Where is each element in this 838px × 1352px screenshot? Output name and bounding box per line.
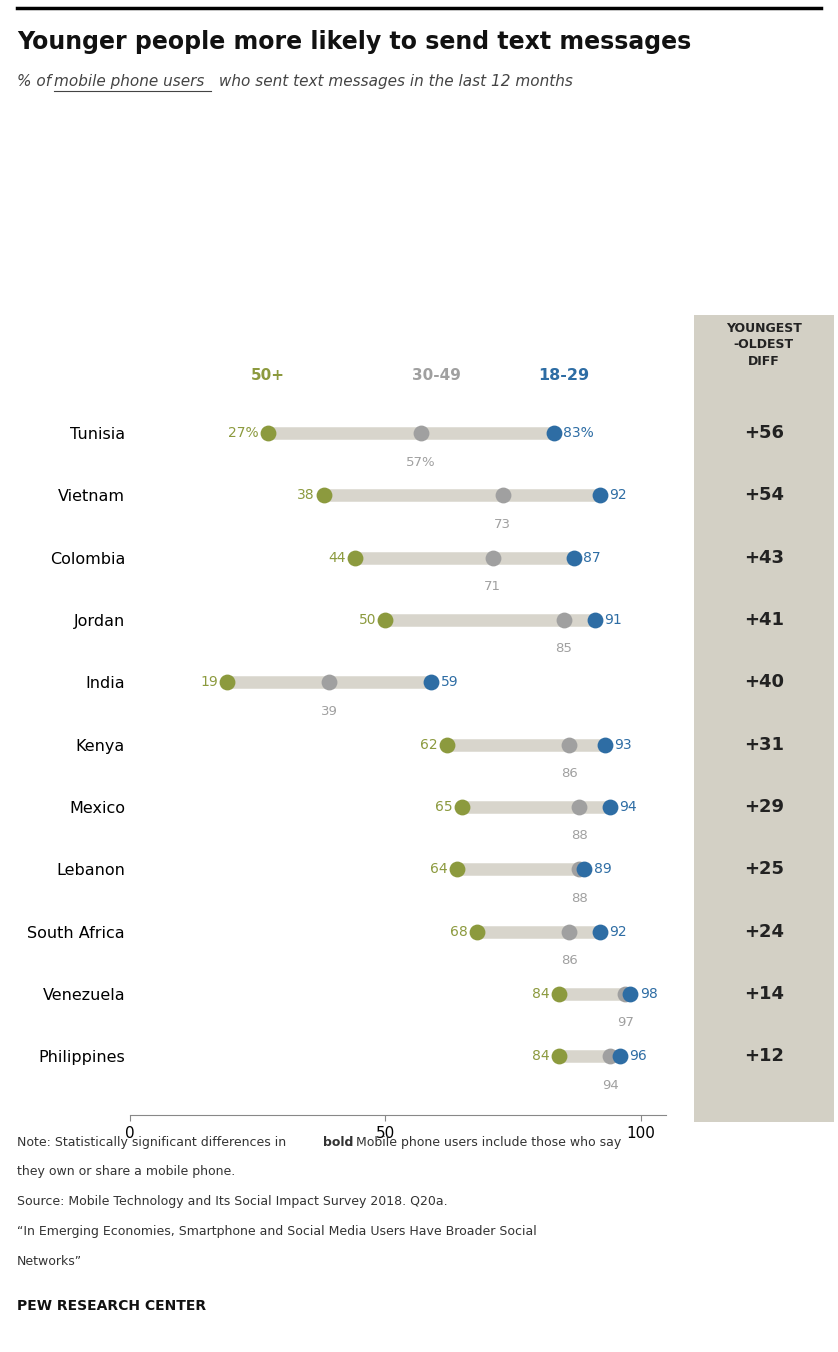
Text: 97: 97	[617, 1017, 634, 1029]
Text: . Mobile phone users include those who say: . Mobile phone users include those who s…	[348, 1136, 621, 1149]
Text: 94: 94	[602, 1079, 618, 1091]
Text: +14: +14	[744, 984, 784, 1003]
Text: 19: 19	[200, 676, 218, 690]
Text: 50+: 50+	[251, 368, 285, 383]
Text: +31: +31	[744, 735, 784, 753]
Text: 89: 89	[593, 863, 612, 876]
Point	[440, 734, 453, 756]
Text: they own or share a mobile phone.: they own or share a mobile phone.	[17, 1165, 235, 1179]
Point	[593, 921, 607, 942]
Text: +40: +40	[744, 673, 784, 691]
Text: 96: 96	[629, 1049, 647, 1063]
Text: PEW RESEARCH CENTER: PEW RESEARCH CENTER	[17, 1299, 206, 1313]
Point	[379, 610, 392, 631]
Text: 65: 65	[435, 800, 453, 814]
Text: 27%: 27%	[228, 426, 259, 441]
Text: 59: 59	[441, 676, 458, 690]
Text: 92: 92	[609, 488, 627, 503]
Text: 88: 88	[571, 829, 587, 842]
Point	[323, 672, 336, 694]
Text: 39: 39	[321, 704, 338, 718]
Point	[450, 859, 463, 880]
Point	[562, 921, 576, 942]
Text: 84: 84	[532, 1049, 550, 1063]
Point	[455, 796, 468, 818]
Text: +25: +25	[744, 860, 784, 879]
Point	[603, 1045, 617, 1067]
Point	[414, 422, 427, 443]
Point	[572, 859, 586, 880]
Point	[567, 548, 581, 569]
Text: 64: 64	[430, 863, 447, 876]
Text: “In Emerging Economies, Smartphone and Social Media Users Have Broader Social: “In Emerging Economies, Smartphone and S…	[17, 1225, 536, 1238]
Text: 62: 62	[420, 738, 437, 752]
Text: Note: Statistically significant differences in: Note: Statistically significant differen…	[17, 1136, 290, 1149]
Point	[425, 672, 438, 694]
Point	[557, 610, 571, 631]
Text: 92: 92	[609, 925, 627, 938]
Text: +24: +24	[744, 922, 784, 941]
Text: YOUNGEST
-OLDEST
DIFF: YOUNGEST -OLDEST DIFF	[726, 322, 802, 368]
Text: % of: % of	[17, 74, 56, 89]
Text: +29: +29	[744, 798, 784, 817]
Text: Networks”: Networks”	[17, 1255, 82, 1268]
Text: 18-29: 18-29	[539, 368, 590, 383]
Text: 94: 94	[619, 800, 637, 814]
Text: 91: 91	[604, 612, 622, 627]
Text: 30-49: 30-49	[412, 368, 461, 383]
Text: +54: +54	[744, 487, 784, 504]
Point	[562, 734, 576, 756]
Text: who sent text messages in the last 12 months: who sent text messages in the last 12 mo…	[214, 74, 572, 89]
Text: mobile phone users: mobile phone users	[54, 74, 204, 89]
Text: 38: 38	[297, 488, 315, 503]
Text: 50: 50	[359, 612, 376, 627]
Text: 44: 44	[328, 550, 345, 565]
Point	[588, 610, 602, 631]
Text: 93: 93	[614, 738, 632, 752]
Text: 57%: 57%	[406, 456, 436, 469]
Text: 83%: 83%	[563, 426, 594, 441]
Point	[572, 796, 586, 818]
Point	[220, 672, 234, 694]
Point	[496, 484, 510, 506]
Point	[613, 1045, 627, 1067]
Text: 85: 85	[556, 642, 572, 656]
Point	[618, 983, 632, 1005]
Point	[552, 983, 566, 1005]
Text: 86: 86	[561, 955, 577, 967]
Text: Younger people more likely to send text messages: Younger people more likely to send text …	[17, 30, 691, 54]
Point	[598, 734, 612, 756]
Point	[261, 422, 275, 443]
Point	[623, 983, 637, 1005]
Text: +43: +43	[744, 549, 784, 566]
Text: +41: +41	[744, 611, 784, 629]
Text: 87: 87	[583, 550, 601, 565]
Text: 88: 88	[571, 892, 587, 904]
Text: +12: +12	[744, 1048, 784, 1065]
Point	[470, 921, 484, 942]
Text: Source: Mobile Technology and Its Social Impact Survey 2018. Q20a.: Source: Mobile Technology and Its Social…	[17, 1195, 447, 1209]
Point	[577, 859, 591, 880]
Text: +56: +56	[744, 425, 784, 442]
Point	[603, 796, 617, 818]
Point	[593, 484, 607, 506]
Text: 98: 98	[639, 987, 657, 1000]
Point	[486, 548, 499, 569]
Text: bold: bold	[323, 1136, 353, 1149]
Point	[318, 484, 331, 506]
Point	[552, 1045, 566, 1067]
Text: 68: 68	[450, 925, 468, 938]
Point	[547, 422, 561, 443]
Text: 84: 84	[532, 987, 550, 1000]
Text: 86: 86	[561, 767, 577, 780]
Point	[348, 548, 361, 569]
Text: 73: 73	[494, 518, 511, 531]
Text: 71: 71	[484, 580, 501, 594]
